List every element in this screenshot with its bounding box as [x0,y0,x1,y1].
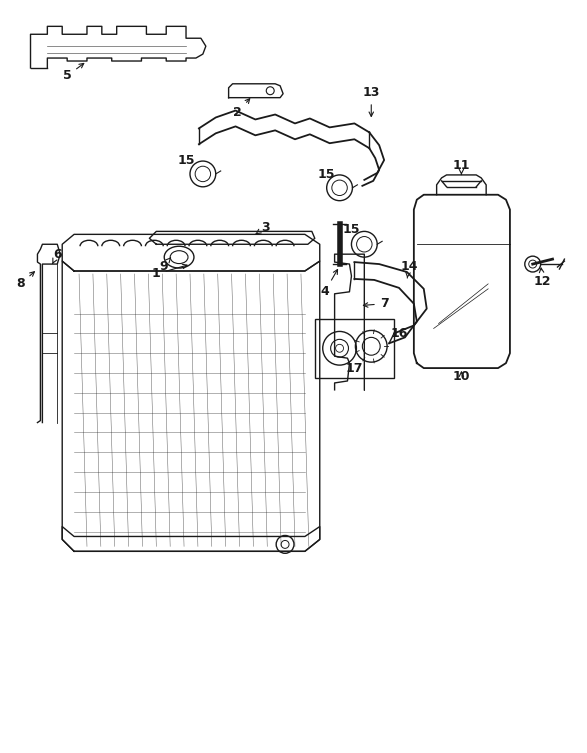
Text: 3: 3 [256,221,269,234]
Text: 9: 9 [159,258,171,273]
Text: 16: 16 [390,327,408,340]
Bar [315,319,394,378]
Text: 6: 6 [53,248,62,264]
Text: 1: 1 [152,264,187,280]
Text: 13: 13 [363,86,380,117]
Text: 7: 7 [363,297,389,310]
Text: 11: 11 [453,159,470,175]
Text: 4: 4 [321,270,338,298]
Text: 12: 12 [534,268,551,288]
Text: 5: 5 [63,63,84,82]
Text: 2: 2 [233,99,249,119]
Text: 15: 15 [318,169,335,181]
Text: 17: 17 [346,361,363,374]
Text: 15: 15 [343,223,360,236]
Text: 15: 15 [177,154,195,166]
Text: 14: 14 [400,260,417,278]
Text: 10: 10 [453,370,470,383]
Text: 8: 8 [16,272,35,291]
